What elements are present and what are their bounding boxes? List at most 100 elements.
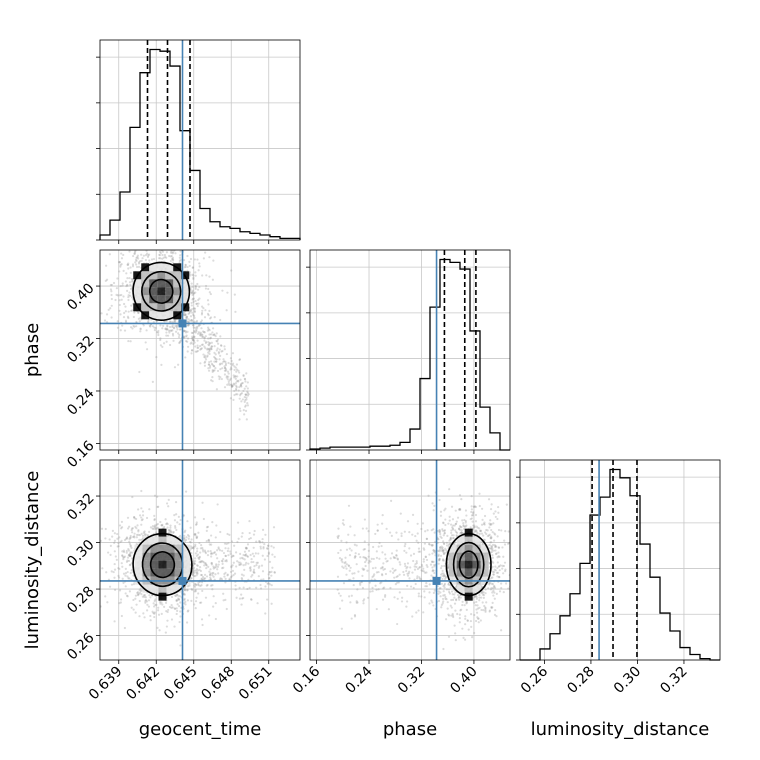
density-cell	[174, 560, 183, 569]
density-cell	[150, 560, 159, 569]
density-cell	[157, 263, 166, 272]
density-cell	[134, 544, 143, 553]
truth-marker	[178, 576, 187, 585]
density-cell	[133, 279, 142, 288]
contour-level-3	[132, 261, 191, 321]
density-cell	[134, 552, 143, 561]
density-cell	[158, 552, 167, 561]
density-cell	[181, 295, 190, 304]
density-cell	[158, 544, 167, 553]
density-cell	[182, 544, 191, 553]
density-cell	[464, 544, 473, 553]
density-cell	[174, 552, 183, 561]
density-cell	[173, 271, 182, 280]
density-cell	[464, 528, 473, 537]
density-cell	[464, 592, 473, 601]
density-cell	[448, 568, 457, 577]
density-cell	[157, 311, 166, 320]
contour-level-1	[458, 550, 479, 579]
density-cell	[141, 279, 150, 288]
density-cell	[174, 544, 183, 553]
density-cell	[181, 279, 190, 288]
contour-level-1	[149, 551, 176, 579]
scatter-panel-geocent_time-luminosity_distance	[96, 459, 301, 664]
scatter-panel-phase-luminosity_distance	[306, 459, 511, 664]
density-cell	[464, 536, 473, 545]
density-cell	[150, 544, 159, 553]
density-cell	[165, 311, 174, 320]
density-cell	[149, 287, 158, 296]
density-cell	[158, 584, 167, 593]
density-cell	[157, 287, 166, 296]
density-cell	[134, 560, 143, 569]
density-cell	[456, 584, 465, 593]
density-cell	[149, 271, 158, 280]
density-cell	[472, 536, 481, 545]
density-cell	[182, 568, 191, 577]
contour-level-1	[148, 278, 174, 304]
density-cell	[157, 279, 166, 288]
density-cell	[472, 560, 481, 569]
density-cell	[142, 560, 151, 569]
density-cell	[150, 568, 159, 577]
density-cell	[166, 568, 175, 577]
density-cell	[165, 287, 174, 296]
density-cell	[157, 303, 166, 312]
density-cell	[142, 568, 151, 577]
density-cell	[149, 311, 158, 320]
panel-frame	[99, 249, 301, 451]
contour-level-3	[445, 532, 492, 597]
density-cell	[182, 560, 191, 569]
density-cell	[181, 287, 190, 296]
density-cell	[173, 303, 182, 312]
density-cell	[142, 544, 151, 553]
density-cell	[456, 544, 465, 553]
x-axis-title-geocent_time: geocent_time	[139, 719, 262, 740]
density-cell	[174, 536, 183, 545]
histogram-phase	[306, 249, 511, 454]
density-cell	[464, 584, 473, 593]
density-cell	[472, 584, 481, 593]
density-cell	[141, 271, 150, 280]
panel-frame	[99, 459, 301, 661]
density-cell	[174, 584, 183, 593]
density-cell	[157, 295, 166, 304]
density-cell	[150, 584, 159, 593]
density-cell	[174, 568, 183, 577]
histogram-bars	[309, 258, 510, 451]
density-cell	[480, 552, 489, 561]
density-cell	[141, 287, 150, 296]
density-cell	[133, 287, 142, 296]
density-cell	[158, 528, 167, 537]
histogram-geocent_time	[96, 39, 301, 244]
density-cell	[166, 536, 175, 545]
density-cell	[157, 271, 166, 280]
x-axis-title-phase: phase	[383, 719, 437, 740]
density-cell	[173, 279, 182, 288]
density-cell	[165, 303, 174, 312]
panel-frame	[309, 249, 511, 451]
density-cell	[480, 544, 489, 553]
contour-level-3	[132, 532, 193, 597]
density-cell	[472, 544, 481, 553]
density-cell	[166, 544, 175, 553]
density-cell	[173, 287, 182, 296]
y-axis-title-luminosity_distance: luminosity_distance	[22, 471, 43, 650]
density-cell	[158, 536, 167, 545]
density-cell	[142, 536, 151, 545]
truth-marker	[178, 319, 187, 328]
density-cell	[141, 303, 150, 312]
density-cell	[456, 560, 465, 569]
density-cell	[448, 560, 457, 569]
density-cell	[182, 552, 191, 561]
density-cell	[141, 295, 150, 304]
density-cell	[133, 295, 142, 304]
density-cell	[448, 552, 457, 561]
density-cell	[158, 592, 167, 601]
density-cell	[165, 263, 174, 272]
density-cell	[165, 271, 174, 280]
density-cell	[142, 552, 151, 561]
density-cell	[173, 295, 182, 304]
density-cell	[149, 303, 158, 312]
